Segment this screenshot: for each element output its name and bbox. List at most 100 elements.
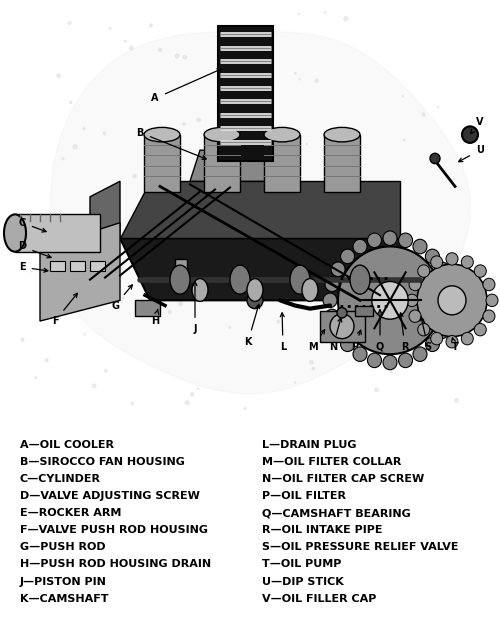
Circle shape	[21, 338, 24, 341]
Circle shape	[390, 371, 392, 373]
Circle shape	[244, 408, 246, 409]
Circle shape	[441, 277, 455, 291]
Circle shape	[353, 347, 367, 362]
Circle shape	[483, 278, 495, 291]
Circle shape	[340, 249, 354, 263]
Circle shape	[70, 101, 72, 104]
Circle shape	[109, 301, 110, 303]
Circle shape	[330, 314, 354, 339]
Circle shape	[325, 309, 339, 324]
Circle shape	[338, 246, 442, 354]
Bar	[15, 214, 100, 252]
Bar	[355, 305, 373, 316]
Circle shape	[104, 370, 107, 372]
Circle shape	[433, 265, 435, 267]
Ellipse shape	[204, 127, 240, 142]
Bar	[320, 311, 365, 342]
Circle shape	[398, 233, 412, 247]
Text: S: S	[420, 317, 432, 352]
Circle shape	[57, 73, 60, 78]
Ellipse shape	[247, 279, 263, 301]
Circle shape	[354, 321, 356, 323]
Circle shape	[353, 239, 367, 254]
Text: A: A	[151, 69, 221, 104]
Text: D—VALVE ADJUSTING SCREW: D—VALVE ADJUSTING SCREW	[20, 491, 200, 502]
Circle shape	[250, 242, 252, 245]
Bar	[204, 135, 240, 192]
Bar	[324, 135, 360, 192]
Ellipse shape	[230, 265, 250, 294]
Text: G—PUSH ROD: G—PUSH ROD	[20, 542, 106, 552]
Circle shape	[168, 310, 171, 313]
Text: F—VALVE PUSH ROD HOUSING: F—VALVE PUSH ROD HOUSING	[20, 526, 208, 536]
Circle shape	[422, 113, 425, 116]
Circle shape	[462, 126, 478, 143]
Circle shape	[294, 382, 296, 383]
Text: C—CYLINDER: C—CYLINDER	[20, 474, 100, 484]
Circle shape	[413, 239, 427, 254]
Polygon shape	[120, 238, 430, 300]
Text: N—OIL FILTER CAP SCREW: N—OIL FILTER CAP SCREW	[262, 474, 424, 484]
Circle shape	[83, 127, 85, 130]
Circle shape	[328, 317, 330, 319]
Circle shape	[474, 265, 486, 277]
Circle shape	[162, 140, 164, 143]
Circle shape	[175, 54, 179, 58]
Circle shape	[229, 326, 230, 328]
Circle shape	[183, 56, 186, 59]
Bar	[218, 26, 273, 160]
Circle shape	[331, 324, 345, 339]
Circle shape	[410, 275, 412, 278]
Text: C: C	[18, 218, 46, 232]
Circle shape	[46, 358, 48, 362]
Text: B: B	[136, 128, 206, 159]
Circle shape	[271, 288, 274, 291]
Circle shape	[109, 28, 111, 30]
Circle shape	[383, 355, 397, 370]
Circle shape	[402, 95, 404, 97]
Polygon shape	[50, 31, 470, 394]
Circle shape	[270, 83, 274, 87]
Circle shape	[197, 388, 198, 389]
Circle shape	[30, 270, 32, 272]
Circle shape	[344, 17, 348, 21]
Polygon shape	[40, 223, 120, 321]
Circle shape	[122, 297, 124, 299]
Circle shape	[430, 333, 442, 345]
Bar	[70, 261, 85, 271]
Circle shape	[130, 46, 133, 50]
Circle shape	[260, 183, 261, 184]
Circle shape	[394, 233, 397, 236]
Text: H—PUSH ROD HOUSING DRAIN: H—PUSH ROD HOUSING DRAIN	[20, 560, 211, 569]
Ellipse shape	[4, 214, 26, 252]
Ellipse shape	[192, 279, 208, 301]
Bar	[175, 259, 187, 280]
Ellipse shape	[302, 279, 318, 301]
Text: U: U	[458, 145, 484, 162]
Ellipse shape	[170, 265, 190, 294]
Circle shape	[426, 337, 440, 352]
Circle shape	[254, 178, 256, 180]
Circle shape	[354, 157, 356, 160]
Circle shape	[340, 337, 354, 352]
Text: L: L	[280, 313, 286, 352]
Circle shape	[256, 249, 257, 251]
Circle shape	[150, 24, 152, 27]
Text: Q—CAMSHAFT BEARING: Q—CAMSHAFT BEARING	[262, 508, 411, 518]
Circle shape	[158, 48, 162, 51]
Text: E: E	[18, 262, 48, 272]
Circle shape	[167, 218, 170, 222]
Polygon shape	[190, 150, 295, 181]
Text: S—OIL PRESSURE RELIEF VALVE: S—OIL PRESSURE RELIEF VALVE	[262, 542, 458, 552]
Text: L—DRAIN PLUG: L—DRAIN PLUG	[262, 440, 356, 450]
Circle shape	[312, 368, 314, 370]
Circle shape	[294, 73, 296, 74]
Circle shape	[179, 302, 182, 305]
Circle shape	[409, 278, 421, 291]
Circle shape	[417, 264, 487, 337]
Circle shape	[483, 310, 495, 323]
Text: E—ROCKER ARM: E—ROCKER ARM	[20, 508, 121, 518]
Text: N: N	[329, 318, 342, 352]
Circle shape	[62, 158, 64, 160]
Circle shape	[406, 294, 418, 307]
